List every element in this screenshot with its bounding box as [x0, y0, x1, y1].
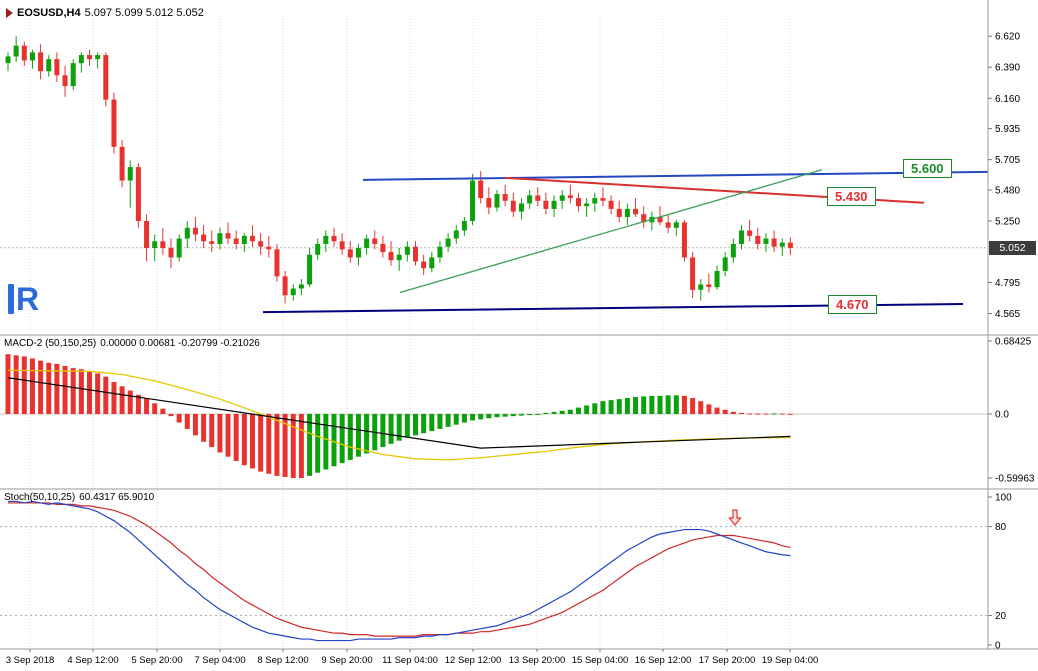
stoch-indicator-name: Stoch(50,10,25)	[4, 492, 76, 503]
x-axis-label: 15 Sep 04:00	[572, 655, 629, 666]
x-axis-label: 3 Sep 2018	[6, 655, 55, 666]
ohlc-values: 5.097 5.099 5.012 5.052	[84, 7, 204, 19]
logo-letter: R	[16, 281, 40, 317]
logo-bar-icon	[8, 284, 14, 314]
support-level-label[interactable]: 4.670	[828, 295, 877, 314]
y-axis-label: 0.0	[995, 410, 1009, 421]
macd-header: MACD-2 (50,150,25) 0.00000 0.00681 -0.207…	[4, 338, 260, 349]
symbol-ohlc-header: EOSUSD,H4 5.097 5.099 5.012 5.052	[6, 7, 204, 19]
x-axis-label: 8 Sep 12:00	[257, 655, 308, 666]
x-axis-label: 7 Sep 04:00	[194, 655, 245, 666]
x-axis-label: 13 Sep 20:00	[509, 655, 566, 666]
symbol-triangle-icon	[6, 8, 13, 18]
watermark-logo: R	[8, 281, 40, 317]
x-axis-label: 5 Sep 20:00	[131, 655, 182, 666]
y-axis-label: 5.705	[995, 155, 1020, 166]
y-axis-label: 80	[995, 522, 1007, 533]
y-axis-label: 100	[995, 493, 1012, 504]
x-axis-label: 12 Sep 12:00	[445, 655, 502, 666]
y-axis-label: 0.68425	[995, 336, 1032, 347]
y-axis-label: 6.160	[995, 94, 1020, 105]
y-axis-label: 5.480	[995, 185, 1020, 196]
y-axis-label: 6.390	[995, 63, 1020, 74]
y-axis-label: -0.59963	[995, 473, 1035, 484]
y-axis-label: 4.795	[995, 278, 1020, 289]
macd-indicator-name: MACD-2 (50,150,25)	[4, 338, 97, 349]
trendline-level-label[interactable]: 5.430	[827, 187, 876, 206]
y-axis-label: 6.620	[995, 32, 1020, 43]
current-price-tag: 5.052	[989, 241, 1036, 255]
resistance-level-label[interactable]: 5.600	[903, 159, 952, 178]
x-axis-label: 19 Sep 04:00	[762, 655, 819, 666]
symbol-title: EOSUSD,H4	[17, 7, 81, 19]
y-axis-label: 5.250	[995, 217, 1020, 228]
macd-indicator-values: 0.00000 0.00681 -0.20799 -0.21026	[100, 338, 260, 349]
x-axis-label: 11 Sep 04:00	[382, 655, 438, 666]
x-axis-label: 16 Sep 12:00	[635, 655, 692, 666]
y-axis-label: 20	[995, 611, 1007, 622]
x-axis-label: 9 Sep 20:00	[321, 655, 372, 666]
x-axis-label: 17 Sep 20:00	[699, 655, 756, 666]
stoch-header: Stoch(50,10,25) 60.4317 65.9010	[4, 492, 154, 503]
y-axis-label: 4.565	[995, 309, 1020, 320]
y-axis-label: 5.935	[995, 124, 1020, 135]
stoch-indicator-values: 60.4317 65.9010	[79, 492, 155, 503]
x-axis-label: 4 Sep 12:00	[67, 655, 118, 666]
y-axis-label: 0	[995, 641, 1001, 652]
